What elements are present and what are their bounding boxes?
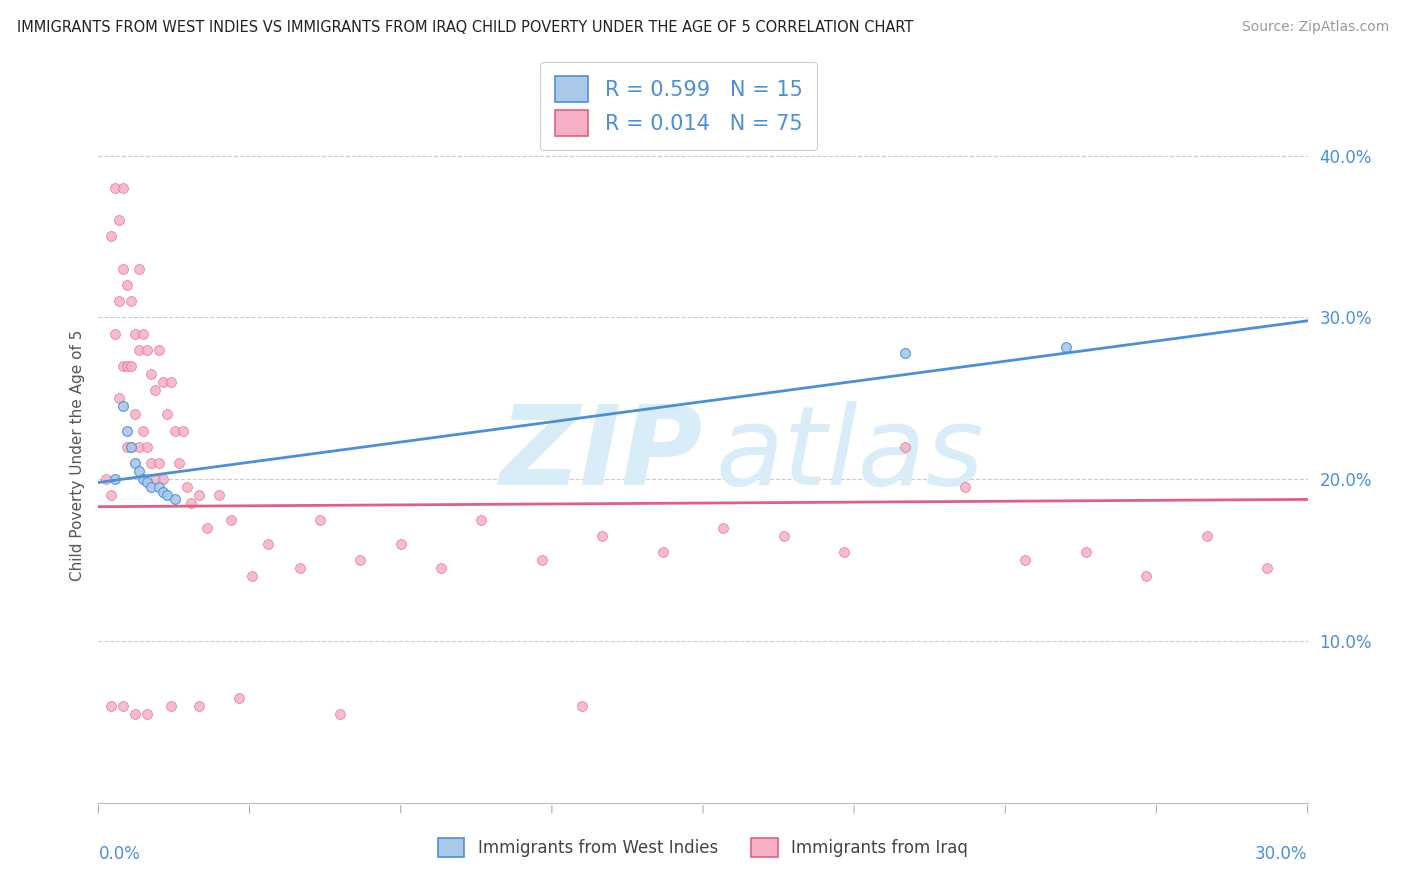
Point bbox=[772, 529, 794, 543]
Point bbox=[160, 375, 183, 389]
Point bbox=[221, 513, 243, 527]
Point bbox=[1074, 545, 1097, 559]
Point bbox=[135, 706, 157, 721]
Point bbox=[135, 343, 157, 357]
Point bbox=[103, 326, 125, 341]
Point bbox=[120, 294, 142, 309]
Point bbox=[163, 491, 186, 506]
Point bbox=[107, 392, 129, 406]
Point bbox=[124, 456, 146, 470]
Point bbox=[1054, 339, 1077, 353]
Point bbox=[148, 343, 170, 357]
Point bbox=[167, 456, 190, 470]
Point bbox=[152, 375, 174, 389]
Point bbox=[1135, 569, 1157, 583]
Point bbox=[100, 488, 122, 502]
Point bbox=[107, 294, 129, 309]
Point bbox=[208, 488, 231, 502]
Point bbox=[591, 529, 613, 543]
Point bbox=[124, 408, 146, 422]
Point bbox=[711, 521, 734, 535]
Point bbox=[530, 553, 553, 567]
Point bbox=[309, 513, 332, 527]
Point bbox=[172, 424, 194, 438]
Point bbox=[156, 408, 179, 422]
Point bbox=[128, 440, 150, 454]
Point bbox=[120, 440, 142, 454]
Point bbox=[832, 545, 855, 559]
Point bbox=[100, 229, 122, 244]
Point bbox=[288, 561, 311, 575]
Point bbox=[103, 181, 125, 195]
Point bbox=[115, 359, 138, 373]
Point bbox=[470, 513, 492, 527]
Point bbox=[124, 706, 146, 721]
Text: atlas: atlas bbox=[716, 401, 984, 508]
Point bbox=[128, 464, 150, 478]
Point bbox=[120, 440, 142, 454]
Point bbox=[1195, 529, 1218, 543]
Point bbox=[651, 545, 673, 559]
Point bbox=[143, 383, 166, 397]
Point bbox=[132, 326, 155, 341]
Point bbox=[128, 261, 150, 276]
Point bbox=[389, 537, 412, 551]
Text: ZIP: ZIP bbox=[499, 401, 703, 508]
Point bbox=[135, 475, 157, 490]
Point bbox=[132, 424, 155, 438]
Point bbox=[893, 346, 915, 360]
Point bbox=[139, 367, 162, 381]
Point bbox=[139, 456, 162, 470]
Point bbox=[176, 480, 198, 494]
Point bbox=[143, 472, 166, 486]
Point bbox=[160, 698, 183, 713]
Point bbox=[329, 706, 352, 721]
Point bbox=[1014, 553, 1036, 567]
Point bbox=[107, 213, 129, 227]
Point bbox=[152, 485, 174, 500]
Point bbox=[115, 440, 138, 454]
Text: IMMIGRANTS FROM WEST INDIES VS IMMIGRANTS FROM IRAQ CHILD POVERTY UNDER THE AGE : IMMIGRANTS FROM WEST INDIES VS IMMIGRANT… bbox=[17, 20, 914, 35]
Point bbox=[893, 440, 915, 454]
Point bbox=[111, 261, 134, 276]
Point bbox=[571, 698, 593, 713]
Point bbox=[188, 488, 211, 502]
Point bbox=[148, 480, 170, 494]
Point bbox=[132, 472, 155, 486]
Point bbox=[195, 521, 218, 535]
Point bbox=[111, 359, 134, 373]
Point bbox=[148, 456, 170, 470]
Point bbox=[115, 424, 138, 438]
Legend: Immigrants from West Indies, Immigrants from Iraq: Immigrants from West Indies, Immigrants … bbox=[432, 831, 974, 864]
Point bbox=[135, 440, 157, 454]
Point bbox=[111, 698, 134, 713]
Point bbox=[111, 400, 134, 414]
Point bbox=[152, 472, 174, 486]
Point bbox=[96, 472, 118, 486]
Point bbox=[228, 690, 250, 705]
Text: 0.0%: 0.0% bbox=[98, 845, 141, 863]
Point bbox=[124, 326, 146, 341]
Point bbox=[256, 537, 278, 551]
Point bbox=[953, 480, 976, 494]
Point bbox=[180, 496, 202, 510]
Text: Source: ZipAtlas.com: Source: ZipAtlas.com bbox=[1241, 20, 1389, 34]
Point bbox=[103, 472, 125, 486]
Point bbox=[128, 343, 150, 357]
Point bbox=[111, 181, 134, 195]
Point bbox=[120, 359, 142, 373]
Point bbox=[349, 553, 371, 567]
Y-axis label: Child Poverty Under the Age of 5: Child Poverty Under the Age of 5 bbox=[69, 329, 84, 581]
Text: 30.0%: 30.0% bbox=[1256, 845, 1308, 863]
Point bbox=[139, 480, 162, 494]
Point bbox=[156, 488, 179, 502]
Point bbox=[188, 698, 211, 713]
Point bbox=[100, 698, 122, 713]
Point bbox=[240, 569, 263, 583]
Point bbox=[115, 278, 138, 293]
Point bbox=[430, 561, 453, 575]
Point bbox=[1256, 561, 1278, 575]
Point bbox=[163, 424, 186, 438]
